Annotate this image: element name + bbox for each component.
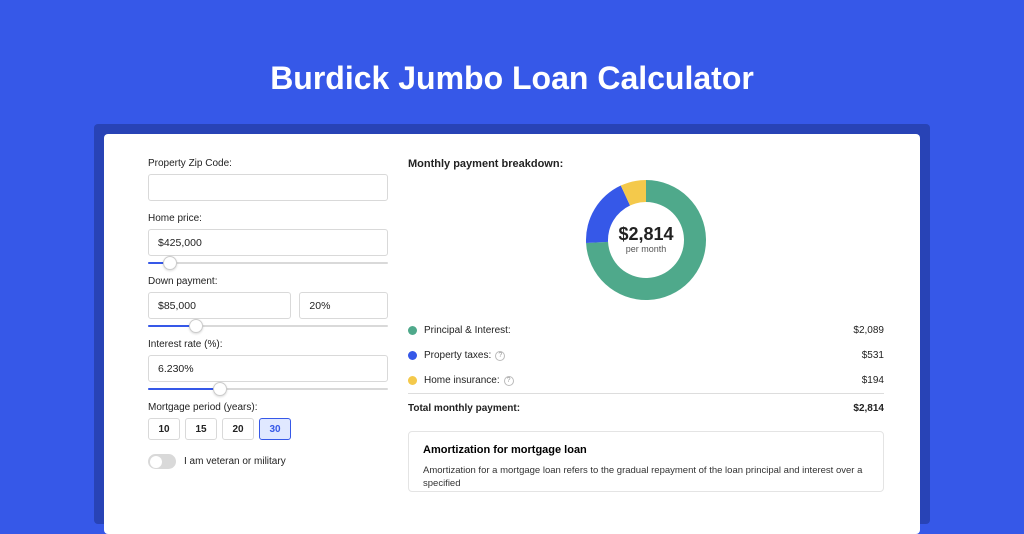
- legend-value: $531: [862, 350, 884, 361]
- total-row: Total monthly payment: $2,814: [408, 393, 884, 421]
- amortization-text: Amortization for a mortgage loan refers …: [423, 464, 869, 491]
- veteran-row: I am veteran or military: [148, 454, 388, 469]
- period-btn-20[interactable]: 20: [222, 418, 254, 440]
- home-price-input[interactable]: [148, 229, 388, 256]
- zip-label: Property Zip Code:: [148, 158, 388, 169]
- legend-label: Property taxes:?: [424, 350, 862, 361]
- home-price-slider[interactable]: [148, 262, 388, 264]
- info-icon[interactable]: ?: [495, 351, 505, 361]
- period-btn-15[interactable]: 15: [185, 418, 217, 440]
- period-btn-30[interactable]: 30: [259, 418, 291, 440]
- down-payment-slider[interactable]: [148, 325, 388, 327]
- info-icon[interactable]: ?: [504, 376, 514, 386]
- total-label: Total monthly payment:: [408, 403, 853, 414]
- down-payment-slider-thumb[interactable]: [189, 319, 203, 333]
- veteran-label: I am veteran or military: [184, 456, 286, 467]
- legend-row: Principal & Interest:$2,089: [408, 318, 884, 343]
- interest-rate-label: Interest rate (%):: [148, 339, 388, 350]
- amortization-title: Amortization for mortgage loan: [423, 444, 869, 456]
- interest-rate-input[interactable]: [148, 355, 388, 382]
- form-column: Property Zip Code: Home price: Down paym…: [148, 158, 388, 534]
- legend-row: Property taxes:?$531: [408, 343, 884, 368]
- zip-group: Property Zip Code:: [148, 158, 388, 201]
- interest-rate-slider-thumb[interactable]: [213, 382, 227, 396]
- legend-label: Principal & Interest:: [424, 325, 853, 336]
- interest-rate-slider[interactable]: [148, 388, 388, 390]
- down-payment-label: Down payment:: [148, 276, 388, 287]
- legend-value: $194: [862, 375, 884, 386]
- home-price-slider-thumb[interactable]: [163, 256, 177, 270]
- legend-dot: [408, 326, 417, 335]
- amortization-box: Amortization for mortgage loan Amortizat…: [408, 431, 884, 492]
- calculator-card: Property Zip Code: Home price: Down paym…: [104, 134, 920, 534]
- breakdown-legend: Principal & Interest:$2,089Property taxe…: [408, 318, 884, 393]
- interest-rate-group: Interest rate (%):: [148, 339, 388, 390]
- mortgage-period-label: Mortgage period (years):: [148, 402, 388, 413]
- down-payment-group: Down payment:: [148, 276, 388, 327]
- page-title: Burdick Jumbo Loan Calculator: [0, 0, 1024, 97]
- home-price-label: Home price:: [148, 213, 388, 224]
- breakdown-title: Monthly payment breakdown:: [408, 158, 884, 170]
- donut-center-amount: $2,814: [618, 224, 673, 244]
- zip-input[interactable]: [148, 174, 388, 201]
- veteran-toggle[interactable]: [148, 454, 176, 469]
- donut-center-sub: per month: [626, 244, 667, 254]
- mortgage-period-group: Mortgage period (years): 10152030: [148, 402, 388, 440]
- legend-dot: [408, 376, 417, 385]
- down-payment-percent-input[interactable]: [299, 292, 388, 319]
- donut-chart: $2,814per month: [408, 180, 884, 300]
- legend-row: Home insurance:?$194: [408, 368, 884, 393]
- down-payment-amount-input[interactable]: [148, 292, 291, 319]
- home-price-group: Home price:: [148, 213, 388, 264]
- breakdown-column: Monthly payment breakdown: $2,814per mon…: [408, 158, 884, 534]
- legend-value: $2,089: [853, 325, 884, 336]
- legend-label: Home insurance:?: [424, 375, 862, 386]
- period-btn-10[interactable]: 10: [148, 418, 180, 440]
- total-value: $2,814: [853, 403, 884, 414]
- legend-dot: [408, 351, 417, 360]
- toggle-knob: [150, 456, 162, 468]
